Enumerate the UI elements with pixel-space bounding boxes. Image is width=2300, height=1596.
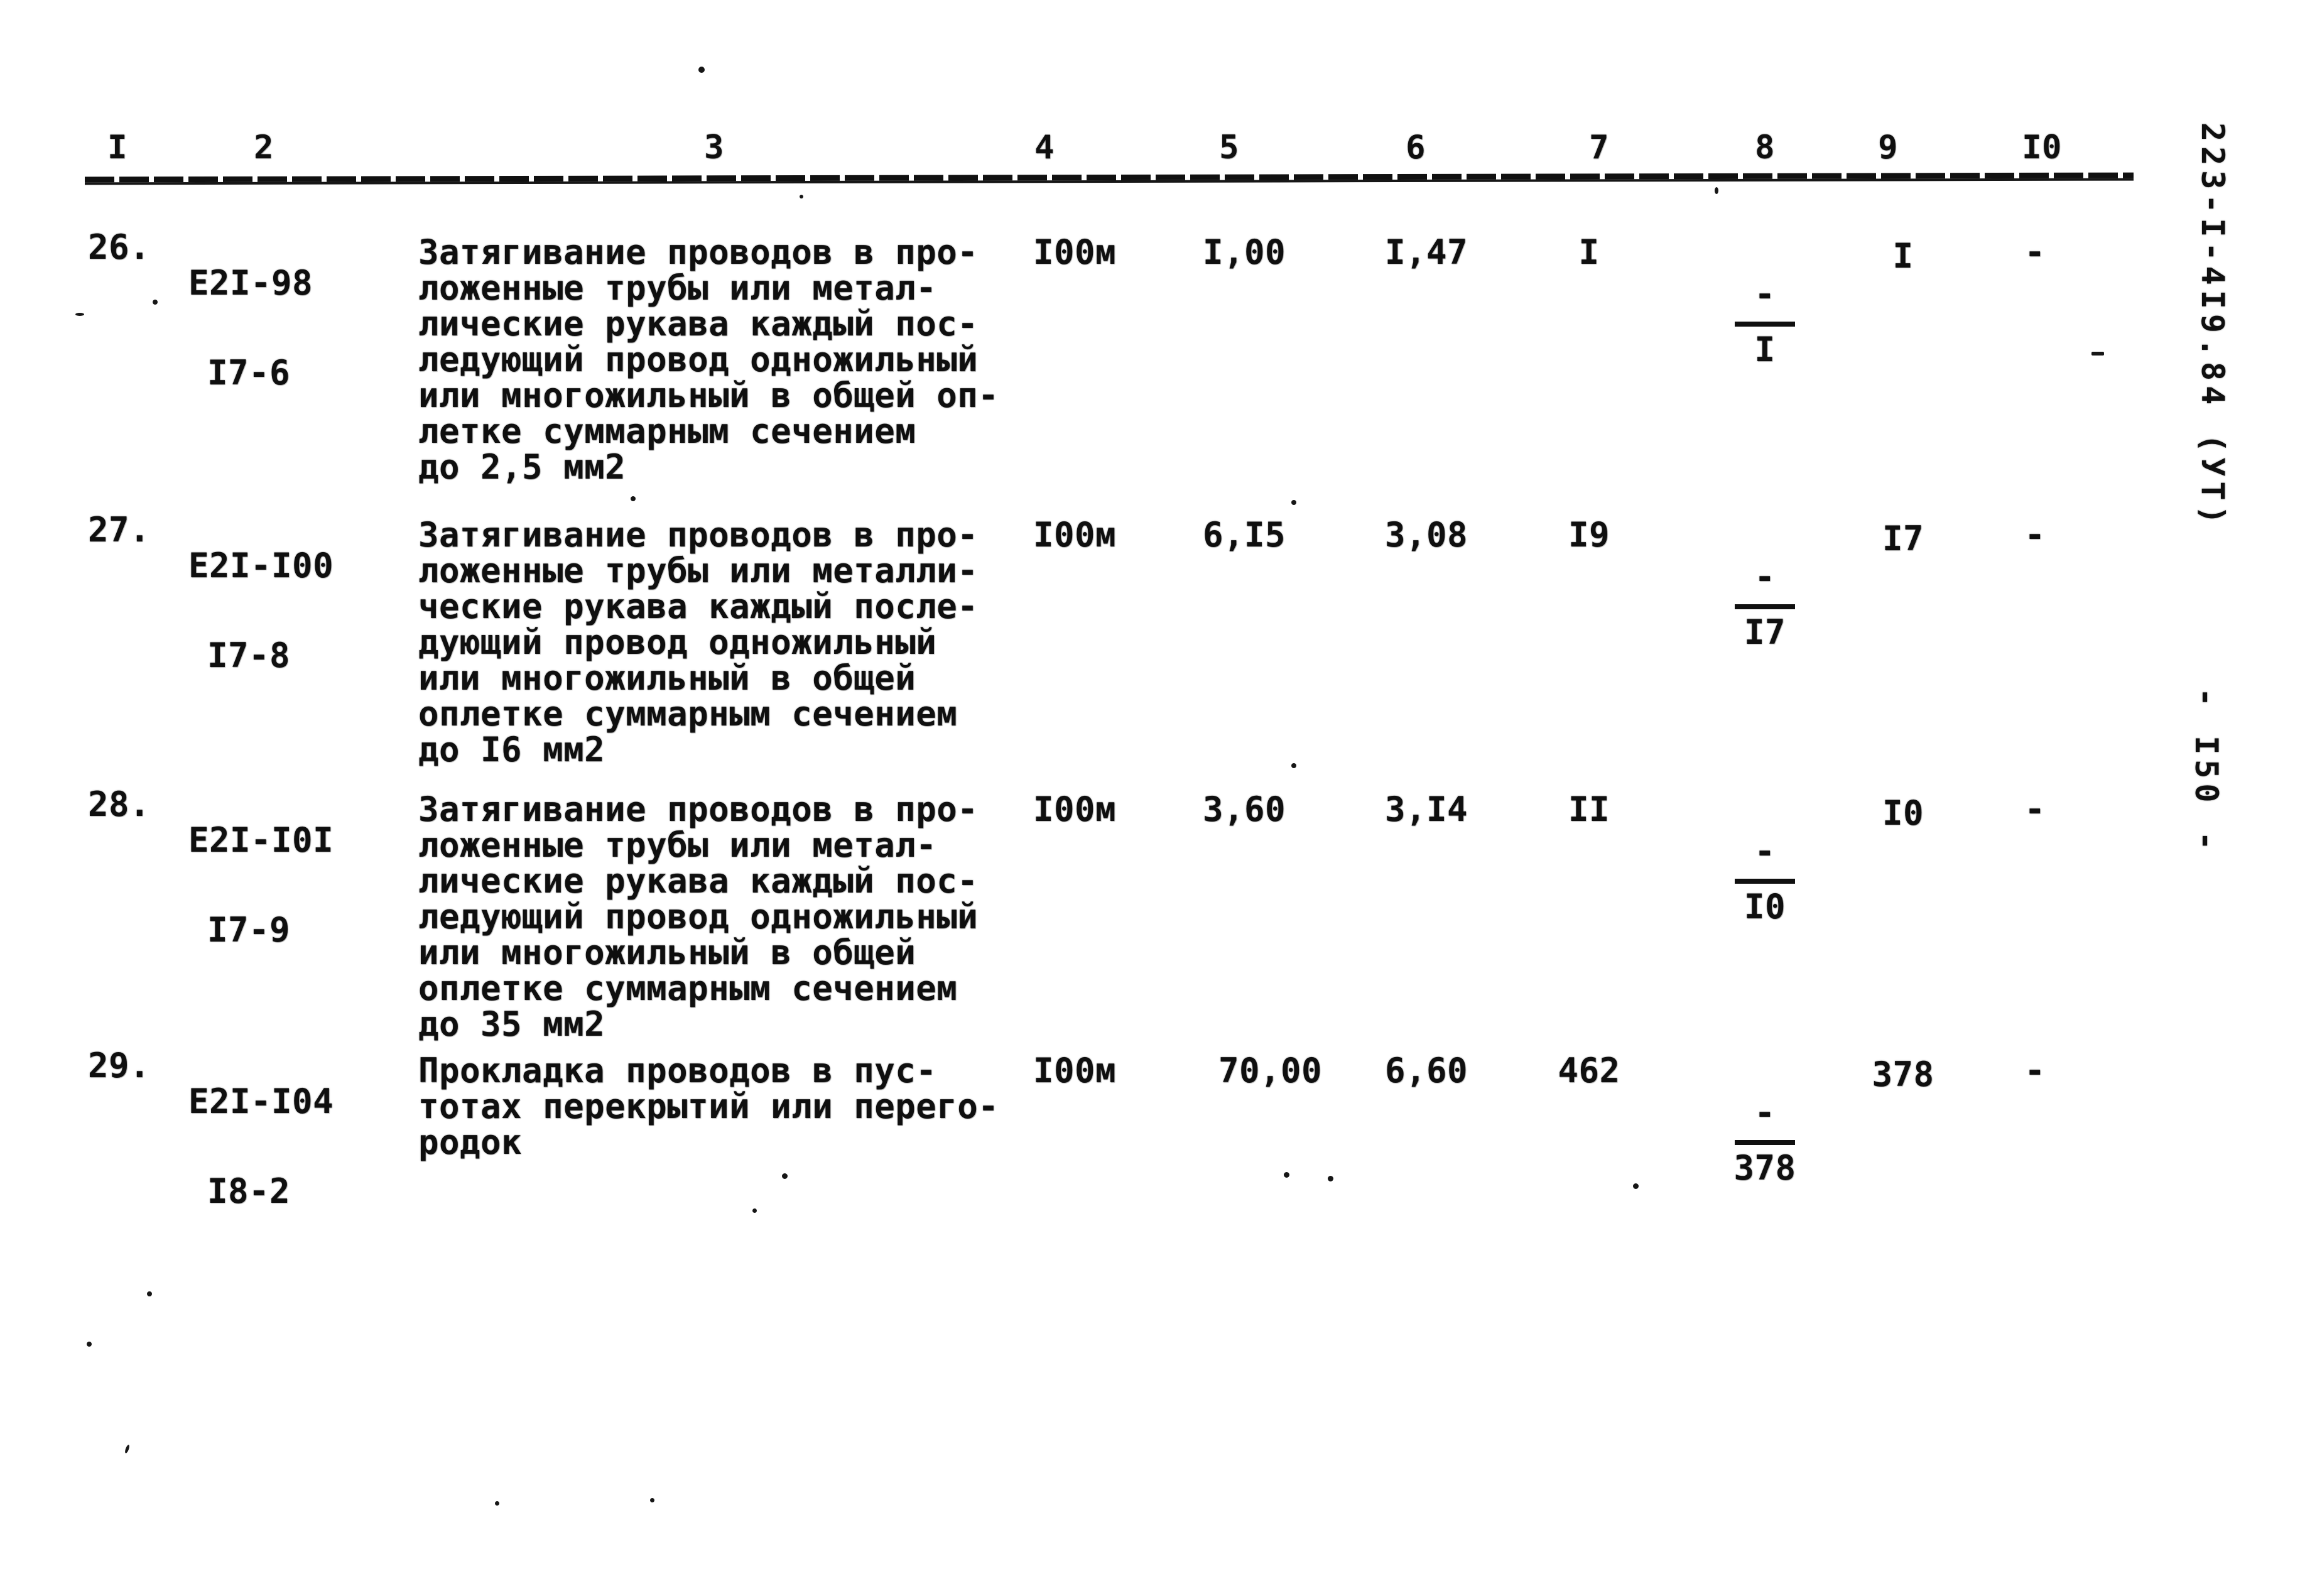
scan-speck — [1633, 1183, 1639, 1189]
col6-value: 3,08 — [1385, 515, 1468, 555]
fraction-denominator: I0 — [1744, 887, 1786, 926]
column-header-4: 4 — [1034, 129, 1055, 166]
col10-value: - — [2024, 1051, 2046, 1090]
table-row: 27. Е2I-I00 I7-8 Затягивание проводов в … — [0, 512, 2300, 795]
col10-value: - — [2024, 790, 2046, 829]
unit-value: I00м — [1033, 232, 1117, 272]
col5-value: 3,60 — [1203, 790, 1286, 829]
col6-value: 6,60 — [1385, 1051, 1468, 1090]
table-row: 28. Е2I-I0I I7-9 Затягивание проводов в … — [0, 786, 2300, 1069]
work-description: Затягивание проводов в про- ложенные тру… — [418, 232, 999, 487]
scan-speck — [631, 496, 636, 501]
scan-speck — [800, 195, 803, 198]
work-code-line1: Е2I-I04 — [188, 1082, 334, 1121]
col7-value: 462 — [1558, 1051, 1620, 1090]
row-number: 26. — [88, 227, 151, 267]
fraction-numerator: - — [1735, 550, 1795, 609]
col9-value: I7 — [1882, 519, 1924, 558]
row-number: 29. — [88, 1046, 151, 1085]
col5-value: 6,I5 — [1203, 515, 1286, 555]
column-header-7: 7 — [1589, 129, 1609, 166]
unit-value: I00м — [1033, 790, 1117, 829]
scan-speck — [1715, 187, 1718, 194]
col8-fraction: - 378 — [1724, 1050, 1806, 1222]
work-description: Прокладка проводов в пус- тотах перекрыт… — [418, 1051, 999, 1162]
unit-value: I00м — [1033, 515, 1117, 555]
unit-value: I00м — [1033, 1051, 1117, 1090]
page-number-vertical: - I50 - — [2188, 688, 2225, 855]
column-header-2: 2 — [254, 129, 274, 166]
work-code-line2: I8-2 — [207, 1171, 291, 1211]
scan-speck — [147, 1291, 152, 1296]
scan-speck — [752, 1208, 757, 1213]
fraction-denominator: 378 — [1733, 1148, 1796, 1188]
work-description: Затягивание проводов в про- ложенные тру… — [418, 790, 979, 1044]
work-code-line2: I7-8 — [207, 636, 291, 675]
work-code: Е2I-I0I I7-9 — [188, 786, 334, 984]
margin-stamp-vertical: 223-I-4I9.84 (УТ) — [2194, 122, 2231, 529]
column-header-1: I — [107, 129, 127, 166]
scan-speck — [1328, 1176, 1333, 1181]
col8-fraction: - I — [1724, 232, 1806, 404]
scan-speck — [698, 67, 705, 73]
scan-speck — [495, 1501, 499, 1506]
scan-speck — [75, 313, 84, 316]
header-rule — [84, 172, 2134, 186]
col6-value: 3,I4 — [1385, 790, 1468, 829]
scan-speck — [87, 1342, 92, 1347]
col9-value: I — [1892, 236, 1914, 276]
work-code: Е2I-I00 I7-8 — [188, 512, 334, 709]
col7-value: I9 — [1568, 515, 1610, 555]
scan-speck — [2091, 352, 2104, 356]
work-code-line1: Е2I-98 — [188, 263, 313, 303]
work-code-line2: I7-9 — [207, 910, 291, 950]
col5-value: 70,00 — [1218, 1051, 1323, 1090]
work-code-line2: I7-6 — [207, 353, 291, 393]
col8-fraction: - I7 — [1724, 514, 1806, 687]
scan-speck — [782, 1173, 788, 1179]
work-code-line1: Е2I-I00 — [188, 546, 334, 585]
col9-value: 378 — [1872, 1055, 1934, 1094]
table-row: 26. Е2I-98 I7-6 Затягивание проводов в п… — [0, 229, 2300, 512]
table-row: 29. Е2I-I04 I8-2 Прокладка проводов в пу… — [0, 1048, 2300, 1236]
col9-value: I0 — [1882, 793, 1924, 833]
scan-speck — [1291, 763, 1296, 768]
col10-value: - — [2024, 232, 2046, 272]
scan-speck — [124, 1444, 131, 1454]
column-header-8: 8 — [1755, 129, 1775, 166]
work-code: Е2I-I04 I8-2 — [188, 1048, 334, 1245]
fraction-numerator: - — [1735, 1086, 1795, 1145]
col7-value: II — [1568, 790, 1610, 829]
row-number: 27. — [88, 510, 151, 550]
work-code: Е2I-98 I7-6 — [188, 229, 313, 426]
col6-value: I,47 — [1385, 232, 1468, 272]
col10-value: - — [2024, 515, 2046, 555]
row-number: 28. — [88, 784, 151, 824]
work-code-line1: Е2I-I0I — [188, 820, 334, 860]
column-header-9: 9 — [1878, 129, 1898, 166]
col7-value: I — [1578, 232, 1600, 272]
fraction-denominator: I7 — [1744, 612, 1786, 652]
scan-speck — [1291, 500, 1296, 505]
fraction-numerator: - — [1735, 825, 1795, 884]
fraction-denominator: I — [1754, 330, 1776, 369]
scan-speck — [153, 300, 158, 305]
column-header-3: 3 — [704, 129, 724, 166]
scan-speck — [1284, 1172, 1289, 1178]
column-header-10: I0 — [2022, 129, 2062, 166]
column-header-6: 6 — [1406, 129, 1426, 166]
col5-value: I,00 — [1203, 232, 1286, 272]
fraction-numerator: - — [1735, 268, 1795, 327]
work-description: Затягивание проводов в про- ложенные тру… — [418, 515, 979, 769]
scan-speck — [650, 1498, 654, 1502]
column-header-5: 5 — [1219, 129, 1239, 166]
col8-fraction: - I0 — [1724, 789, 1806, 961]
